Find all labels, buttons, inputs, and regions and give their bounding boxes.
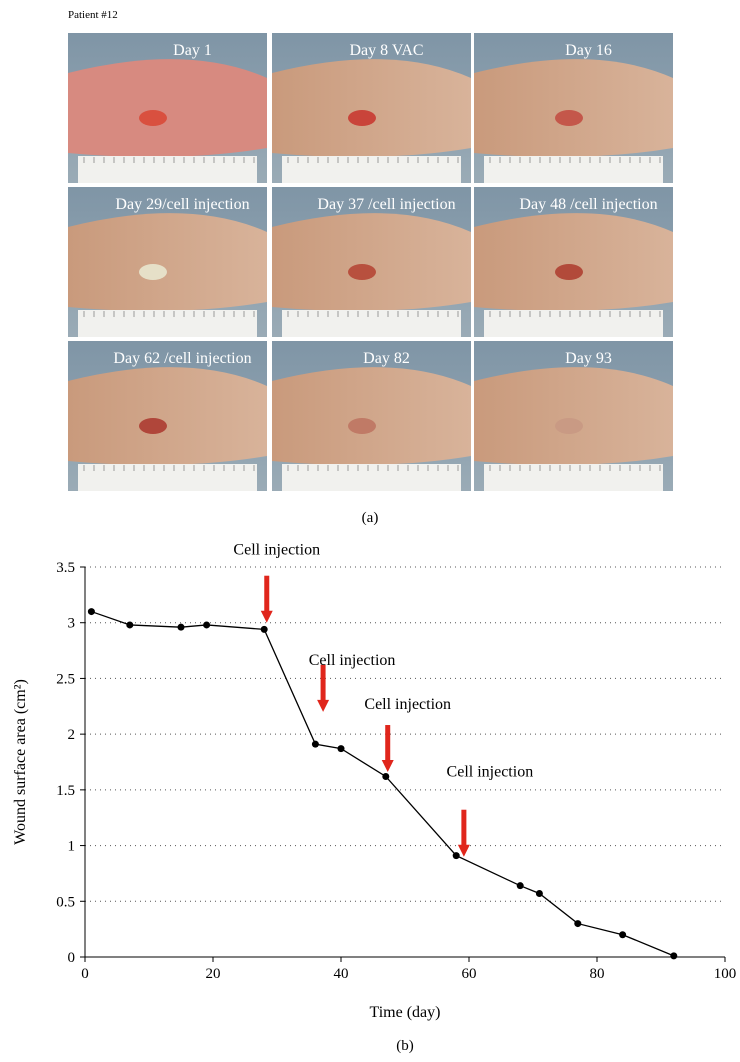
x-tick-label: 40 (334, 966, 349, 982)
photo: Day 62 /cell injection (68, 341, 267, 491)
x-axis-title: Time (day) (370, 1004, 441, 1021)
wound (348, 418, 376, 434)
y-tick-label: 1 (68, 839, 76, 855)
annotation-arrow (260, 575, 273, 623)
foot (272, 213, 471, 311)
photo: Day 8 VAC (272, 33, 471, 183)
photo: Day 29/cell injection (68, 187, 267, 337)
photo-label: Day 62 /cell injection (113, 350, 251, 367)
data-point (516, 882, 524, 890)
arrow-shaft (385, 725, 391, 762)
ruler (78, 156, 257, 183)
foot (474, 213, 673, 311)
photo: Day 16 (474, 33, 673, 183)
photo-label: Day 29/cell injection (115, 196, 249, 213)
data-line (91, 610, 675, 957)
x-tick-label: 80 (590, 966, 605, 982)
ruler (78, 310, 257, 337)
photo-label: Day 37 /cell injection (317, 196, 455, 213)
arrow-shaft (264, 575, 270, 612)
photo-label: Day 82 (363, 350, 410, 367)
x-tick-label: 60 (462, 966, 477, 982)
foot (474, 59, 673, 157)
photo: Day 37 /cell injection (272, 187, 471, 337)
data-point (260, 625, 268, 633)
annotation-arrow (317, 664, 330, 712)
data-point (177, 623, 185, 631)
foot (68, 213, 267, 311)
y-tick-label: 3.5 (56, 560, 75, 576)
arrow-head (457, 844, 470, 857)
annotation-text: Cell injection (447, 764, 534, 781)
y-tick-label: 2.5 (56, 671, 75, 687)
ruler (484, 310, 663, 337)
y-tick-label: 0 (68, 950, 76, 966)
annotation-text: Cell injection (364, 696, 451, 713)
data-point (619, 931, 627, 939)
arrow-shaft (461, 809, 467, 846)
data-point (203, 621, 211, 629)
chart: 0 0.5 1 1.5 2 2.5 3 3.5 0 20 40 60 80 100 Time (day) Wo… (12, 542, 736, 1021)
data-point (452, 852, 460, 860)
ruler (78, 464, 257, 491)
photo-label: Day 1 (173, 42, 212, 59)
annotation-text: Cell injection (233, 542, 320, 559)
caption: (b) (396, 1038, 414, 1054)
annotation-arrow (457, 809, 470, 857)
wound (555, 264, 583, 280)
wound (348, 264, 376, 280)
photo: Day 93 (474, 341, 673, 491)
y-axis-title: Wound surface area (cm²) (12, 679, 29, 845)
caption: (a) (362, 510, 379, 526)
photo-label: Day 16 (565, 42, 612, 59)
wound (555, 418, 583, 434)
photo-grid: Day 1 Day 8 VAC Day 16 Day 29/cell injectio… (68, 33, 673, 491)
x-tick-label: 20 (206, 966, 221, 982)
foot (272, 59, 471, 157)
y-tick-label: 0.5 (56, 894, 75, 910)
foot (68, 367, 267, 465)
data-point (337, 745, 345, 753)
data-point (311, 740, 319, 748)
data-point (382, 772, 390, 780)
arrow-shaft (320, 664, 326, 701)
wound (139, 418, 167, 434)
x-tick-label: 0 (81, 966, 89, 982)
data-point (126, 621, 134, 629)
foot (474, 367, 673, 465)
wound (139, 110, 167, 126)
ruler (282, 156, 461, 183)
data-point (670, 952, 678, 960)
arrow-head (260, 610, 273, 623)
ruler (484, 464, 663, 491)
photo-label: Day 93 (565, 350, 612, 367)
arrow-head (317, 699, 330, 712)
photo: Day 1 (68, 33, 267, 183)
foot (272, 367, 471, 465)
foot (68, 59, 267, 157)
annotation-arrow (381, 725, 394, 773)
arrow-head (381, 760, 394, 773)
wound (555, 110, 583, 126)
y-tick-label: 2 (68, 727, 76, 743)
wound (348, 110, 376, 126)
ruler (282, 464, 461, 491)
data-point (535, 889, 543, 897)
wound (139, 264, 167, 280)
photo: Day 82 (272, 341, 471, 491)
data-point (574, 920, 582, 928)
ruler (282, 310, 461, 337)
photo-label: Day 8 VAC (349, 42, 423, 59)
header: Patient #12 (68, 9, 118, 21)
annotation-text: Cell injection (309, 652, 396, 669)
y-tick-label: 1.5 (56, 783, 75, 799)
y-tick-label: 3 (68, 616, 76, 632)
data-point (87, 608, 95, 616)
photo: Day 48 /cell injection (474, 187, 673, 337)
ruler (484, 156, 663, 183)
x-tick-label: 100 (714, 966, 737, 982)
photo-label: Day 48 /cell injection (519, 196, 657, 213)
